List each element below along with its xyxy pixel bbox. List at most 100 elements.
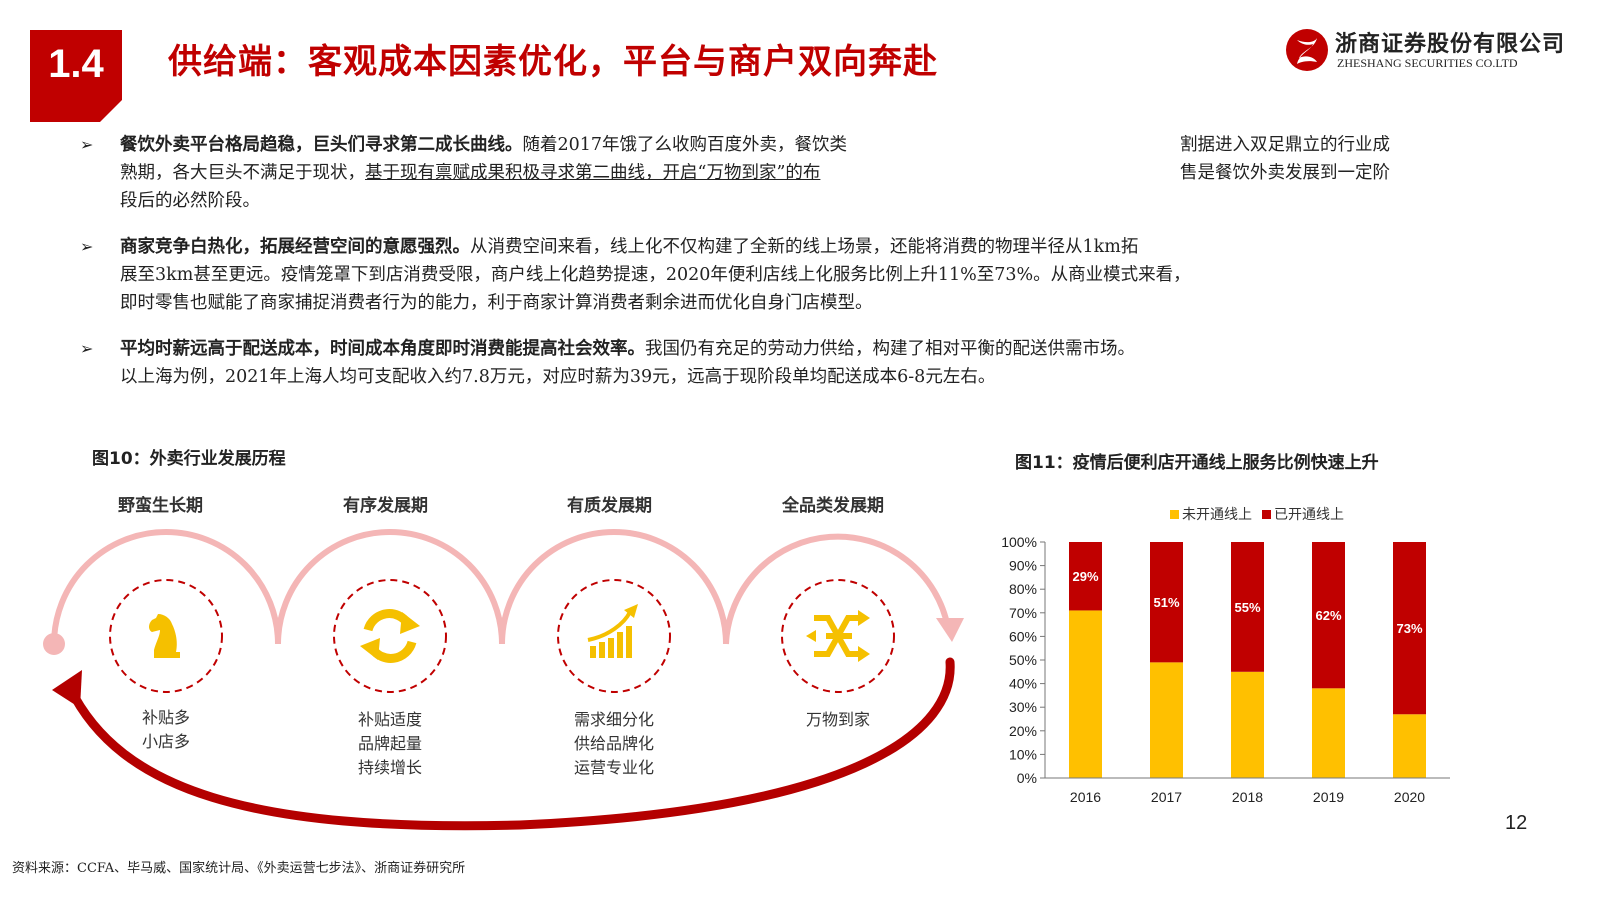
x-axis: 2016 2017 2018 2019 2020: [1045, 777, 1450, 805]
bullet-efficiency: ➢ 平均时薪远高于配送成本，时间成本角度即时消费能提高社会效率。我国仍有充足的劳…: [80, 335, 1560, 391]
phase-desc-line: 补贴多: [141, 708, 190, 727]
phase-desc-2: 补贴适度 品牌起量 持续增长: [320, 708, 460, 780]
legend-swatch: [1262, 510, 1271, 519]
x-tick-label: 2019: [1313, 789, 1344, 805]
data-label: 73%: [1396, 621, 1422, 636]
bullet-text: 售是餐饮外卖发展到一定阶: [1180, 163, 1390, 183]
phase-desc-line: 万物到家: [805, 710, 870, 729]
bullet-line: 熟期，各大巨头不满足于现状，基于现有禀赋成果积极寻求第二曲线，开启“万物到家”的…: [120, 159, 1120, 187]
bar-segment: [1069, 542, 1102, 611]
phase-desc-line: 需求细分化: [573, 710, 654, 729]
bullet-overflow-text: 割据进入双足鼎立的行业成 售是餐饮外卖发展到一定阶: [1180, 131, 1465, 187]
legend-swatch: [1170, 510, 1179, 519]
section-badge: 1.4: [30, 30, 122, 122]
y-tick-label: 50%: [1009, 652, 1037, 668]
page-title: 供给端：客观成本因素优化，平台与商户双向奔赴: [168, 42, 938, 82]
data-label: 55%: [1234, 600, 1260, 615]
bullet-text: 熟期，各大巨头不满足于现状，: [120, 163, 365, 183]
arrow-bullet-icon: ➢: [80, 237, 94, 256]
phase-desc-line: 持续增长: [357, 758, 422, 777]
y-tick-label: 40%: [1009, 676, 1037, 692]
bullet-line: 平均时薪远高于配送成本，时间成本角度即时消费能提高社会效率。我国仍有充足的劳动力…: [120, 335, 1560, 363]
shuffle-arrowhead-icon: [806, 630, 816, 642]
underlined-text: 基于现有禀赋成果积极寻求第二曲线，开启“万物到家”的布: [365, 163, 821, 183]
y-tick-label: 70%: [1009, 605, 1037, 621]
phase-desc-line: 供给品牌化: [573, 734, 654, 753]
bar-segment: [1150, 542, 1183, 663]
timeline-arc-1: [51, 529, 281, 645]
shuffle-arrows-icon: [814, 615, 860, 657]
y-tick-label: 100%: [1001, 534, 1037, 550]
stacked-bar-chart: 未开通线上 已开通线上 0% 10% 20% 30% 40% 50% 60% 70% 80% 90%…: [1001, 506, 1450, 805]
phase-circle-3: [557, 579, 671, 693]
company-name-cn: 浙商证券股份有限公司: [1335, 32, 1566, 57]
chart-legend: 未开通线上 已开通线上: [1170, 506, 1344, 522]
refresh-arrow-1-icon: [400, 612, 420, 634]
y-tick-label: 80%: [1009, 581, 1037, 597]
timeline-arc-2: [275, 529, 505, 645]
bar-segment: [1393, 714, 1426, 778]
timeline-arc-4: [723, 533, 951, 645]
phase-desc-1: 补贴多 小店多: [96, 706, 236, 754]
bullet-text: 我国仍有充足的劳动力供给，构建了相对平衡的配送供需市场。: [645, 339, 1135, 359]
bullet-lead: 商家竞争白热化，拓展经营空间的意愿强烈。: [120, 237, 470, 257]
x-tick-label: 2017: [1151, 789, 1182, 805]
timeline-return-arc: [65, 657, 955, 831]
bullet-text: 以上海为例，2021年上海人均可支配收入约7.8万元，对应时薪为39元，远高于现…: [120, 367, 996, 387]
phase-title-4: 全品类发展期: [782, 496, 884, 516]
figure11-title: 图11：疫情后便利店开通线上服务比例快速上升: [1015, 453, 1379, 473]
phase-desc-4: 万物到家: [768, 708, 908, 732]
shuffle-arrowhead-icon: [858, 646, 870, 662]
data-label: 62%: [1315, 608, 1341, 623]
phase-desc-line: 运营专业化: [573, 758, 654, 777]
timeline-start-dot: [43, 633, 65, 655]
figure10-title: 图10：外卖行业发展历程: [92, 449, 286, 469]
bullet-lead: 平均时薪远高于配送成本，时间成本角度即时消费能提高社会效率。: [120, 339, 645, 359]
company-logo: 浙商证券股份有限公司 ZHESHANG SECURITIES CO.LTD: [1285, 26, 1585, 76]
y-tick-label: 0%: [1017, 770, 1037, 786]
chess-knight-icon: [149, 614, 180, 658]
phase-circle-4: [781, 579, 895, 693]
zheshang-logo-icon: [1286, 29, 1328, 71]
phase-desc-3: 需求细分化 供给品牌化 运营专业化: [544, 708, 684, 780]
bullet-text: 展至3km甚至更远。疫情笼罩下到店消费受限，商户线上化趋势提速，2020年便利店…: [120, 265, 1191, 285]
source-note: 资料来源：CCFA、毕马威、国家统计局、《外卖运营七步法》、浙商证券研究所: [12, 861, 466, 876]
refresh-arrow-2-icon: [360, 638, 380, 660]
phase-desc-line: 小店多: [141, 732, 190, 751]
bar-segment: [1231, 671, 1264, 778]
bar-segment: [1231, 542, 1264, 672]
bullet-platform: ➢ 餐饮外卖平台格局趋稳，巨头们寻求第二成长曲线。随着2017年饿了么收购百度外…: [80, 131, 1120, 215]
y-tick-label: 10%: [1009, 746, 1037, 762]
arrow-bullet-icon: ➢: [80, 135, 94, 154]
bullet-text: 段后的必然阶段。: [120, 191, 260, 211]
timeline-arc-3: [499, 529, 729, 645]
timeline-arrowhead-icon: [936, 618, 964, 642]
phase-title-3: 有质发展期: [567, 496, 652, 516]
bullet-merchants: ➢ 商家竞争白热化，拓展经营空间的意愿强烈。从消费空间来看，线上化不仅构建了全新…: [80, 233, 1560, 317]
data-label: 29%: [1072, 569, 1098, 584]
y-axis: 0% 10% 20% 30% 40% 50% 60% 70% 80% 90% 100%: [1001, 534, 1046, 786]
y-tick-label: 30%: [1009, 699, 1037, 715]
data-label: 51%: [1153, 595, 1179, 610]
bullet-lead: 餐饮外卖平台格局趋稳，巨头们寻求第二成长曲线。: [120, 135, 523, 155]
bullet-text: 即时零售也赋能了商家捕捉消费者行为的能力，利于商家计算消费者剩余进而优化自身门店…: [120, 293, 873, 313]
company-name-en: ZHESHANG SECURITIES CO.LTD: [1337, 56, 1518, 70]
y-tick-label: 60%: [1009, 628, 1037, 644]
bars-group: 29% 51% 55% 62% 73%: [1069, 542, 1426, 778]
bullet-line: 商家竞争白热化，拓展经营空间的意愿强烈。从消费空间来看，线上化不仅构建了全新的线…: [120, 233, 1560, 261]
x-tick-label: 2018: [1232, 789, 1263, 805]
bar-segment: [1069, 610, 1102, 778]
development-timeline: [43, 529, 964, 831]
bullet-text: 随着2017年饿了么收购百度外卖，餐饮类: [522, 135, 848, 155]
y-tick-label: 20%: [1009, 723, 1037, 739]
y-tick-label: 90%: [1009, 558, 1037, 574]
legend-label: 未开通线上: [1182, 506, 1252, 522]
bar-segment: [1150, 662, 1183, 778]
phase-title-2: 有序发展期: [343, 496, 428, 516]
page-number: 12: [1505, 812, 1528, 834]
bar-segment: [1393, 542, 1426, 715]
shuffle-arrowhead-icon: [858, 610, 870, 626]
phase-desc-line: 补贴适度: [357, 710, 422, 729]
phase-circle-2: [333, 579, 447, 693]
bar-segment: [1312, 688, 1345, 778]
